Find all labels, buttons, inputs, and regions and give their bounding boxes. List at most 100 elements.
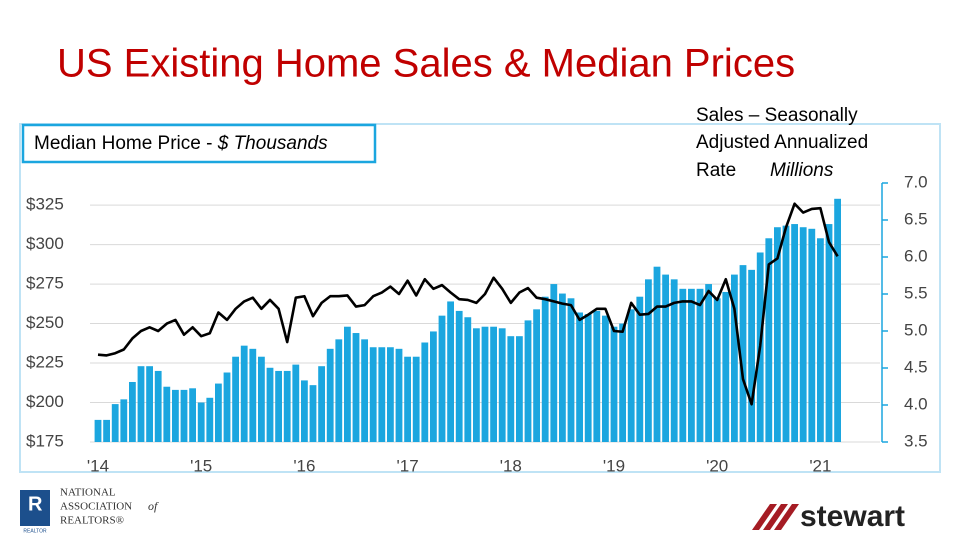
y-axis-title-part: Median Home Price -: [34, 133, 218, 154]
bar: [645, 279, 652, 442]
bar: [799, 227, 807, 442]
bar: [713, 298, 721, 442]
bar: [550, 284, 558, 442]
bar: [627, 309, 635, 442]
bar: [404, 356, 411, 442]
y2-tick-label: 5.5: [904, 283, 928, 302]
bar: [137, 366, 145, 442]
chart-title: US Existing Home Sales & Median Prices: [57, 42, 795, 86]
y-tick-label: $250: [26, 313, 64, 332]
bar: [206, 397, 214, 442]
bar: [352, 333, 360, 442]
bar: [619, 323, 626, 442]
bar: [344, 326, 351, 442]
bar: [825, 224, 833, 442]
line: [97, 202, 839, 406]
x-tick-label: '18: [500, 456, 522, 475]
bar: [567, 298, 575, 442]
bar: [249, 348, 257, 442]
plot: $175 $200 $225 $250 $275 $300 $325 3.5 4.0 4.5 5.0…: [26, 172, 928, 475]
x-tick-label: '20: [706, 456, 728, 475]
bar: [782, 225, 790, 442]
y2-tick-label: 7.0: [904, 172, 928, 191]
bar: [602, 315, 609, 442]
bar: [335, 339, 343, 442]
stewart-logo-mark: [752, 504, 799, 530]
nar-logo-text: REALTORS®: [60, 515, 124, 527]
x-tick-label: '14: [87, 456, 109, 475]
bar: [688, 288, 695, 442]
bar: [163, 386, 171, 442]
bar: [318, 366, 325, 442]
bar: [180, 389, 188, 442]
y-axis-title: Median Home Price - $ Thousands: [34, 133, 328, 154]
bar: [197, 402, 205, 442]
bar: [421, 342, 429, 442]
x-tick-label: '16: [293, 456, 315, 475]
bar: [533, 309, 540, 442]
bar: [309, 385, 317, 442]
y2-axis-title: Adjusted Annualized: [696, 132, 868, 153]
bar: [731, 274, 738, 442]
nar-logo-text: NATIONAL: [60, 487, 116, 499]
bar: [326, 348, 334, 442]
y-tick-label: $275: [26, 274, 64, 293]
bar: [361, 339, 368, 442]
chart-frame: [19, 123, 941, 473]
bar: [593, 310, 601, 442]
y-tick-label: $175: [26, 431, 64, 450]
bar: [223, 372, 231, 442]
bar: [395, 348, 403, 442]
bar: [576, 312, 583, 442]
bar: [584, 314, 592, 442]
bar: [653, 266, 661, 442]
bar: [387, 347, 394, 442]
y2-tick-label: 6.0: [904, 246, 928, 265]
bar: [447, 301, 454, 442]
nar-logo-text: of: [148, 499, 159, 513]
bar: [481, 326, 489, 442]
bar: [559, 293, 566, 442]
x-tick-label: '15: [190, 456, 212, 475]
nar-logo-text: ASSOCIATION: [60, 501, 132, 513]
x-tick-label: '19: [603, 456, 625, 475]
bar: [498, 328, 506, 442]
bar: [636, 296, 644, 442]
x-tick-label: '21: [809, 456, 831, 475]
bar: [275, 370, 282, 442]
bar: [301, 380, 308, 442]
y2-axis-title: Sales – Seasonally: [696, 105, 858, 126]
bar: [765, 238, 773, 442]
y2-axis-title: Millions: [770, 160, 834, 181]
bar: [120, 399, 128, 442]
bar: [490, 326, 497, 442]
bar: [215, 383, 222, 442]
bar: [154, 370, 162, 442]
y-axis-title-box: [21, 123, 377, 164]
bar: [258, 356, 265, 442]
bar: [473, 328, 480, 442]
bar: [808, 228, 816, 442]
y2-axis-title: Rate: [696, 160, 736, 181]
bar: [103, 419, 110, 442]
bar: [748, 269, 755, 442]
bar: [670, 279, 678, 442]
bar: [129, 381, 136, 442]
y2-tick-label: 3.5: [904, 431, 928, 450]
bar: [292, 364, 300, 442]
bar: [739, 265, 747, 442]
bar: [266, 367, 274, 442]
bar: [834, 198, 841, 442]
y-axis-title-part: $ Thousands: [217, 133, 328, 154]
y-tick-label: $225: [26, 353, 64, 372]
y2-tick-label: 4.5: [904, 357, 928, 376]
bar: [817, 238, 824, 442]
nar-logo-letter: R: [28, 493, 43, 515]
bar: [412, 356, 420, 442]
stewart-logo-text: stewart: [800, 500, 905, 533]
bar: [111, 404, 119, 442]
bar: [696, 288, 704, 442]
bar: [610, 326, 618, 442]
bar: [430, 331, 437, 442]
